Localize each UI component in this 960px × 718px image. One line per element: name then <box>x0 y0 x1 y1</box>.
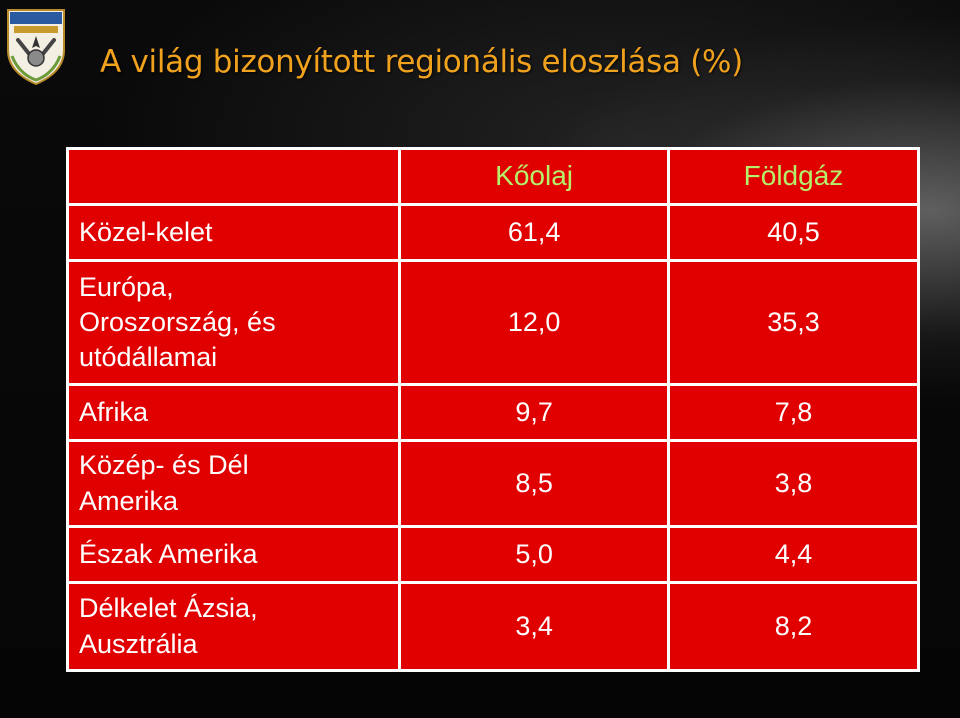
oil-value: 8,5 <box>398 439 670 528</box>
table-row: Közép- és Dél Amerika 8,5 3,8 <box>65 439 921 528</box>
gas-value: 35,3 <box>666 259 921 386</box>
page-title: A világ bizonyított regionális eloszlása… <box>100 44 743 80</box>
table-row: Európa, Oroszország, és utódállamai 12,0… <box>65 259 921 386</box>
region-cell: Afrika <box>65 383 402 442</box>
oil-value: 61,4 <box>398 203 670 262</box>
header-gas: Földgáz <box>666 147 921 206</box>
table-row: Afrika 9,7 7,8 <box>65 383 921 442</box>
header-oil: Kőolaj <box>398 147 670 206</box>
gas-value: 4,4 <box>666 525 921 584</box>
table-row: Délkelet Ázsia, Ausztrália 3,4 8,2 <box>65 581 921 672</box>
oil-value: 12,0 <box>398 259 670 386</box>
gas-value: 7,8 <box>666 383 921 442</box>
oil-value: 5,0 <box>398 525 670 584</box>
gas-value: 8,2 <box>666 581 921 672</box>
union-shield-logo <box>7 9 65 86</box>
oil-value: 9,7 <box>398 383 670 442</box>
region-cell: Európa, Oroszország, és utódállamai <box>65 259 402 386</box>
region-cell: Közel-kelet <box>65 203 402 262</box>
region-cell: Észak Amerika <box>65 525 402 584</box>
header-empty-cell <box>65 147 402 206</box>
table-row: Észak Amerika 5,0 4,4 <box>65 525 921 584</box>
gas-value: 3,8 <box>666 439 921 528</box>
table-header-row: Kőolaj Földgáz <box>65 147 921 206</box>
table-row: Közel-kelet 61,4 40,5 <box>65 203 921 262</box>
gas-value: 40,5 <box>666 203 921 262</box>
reserves-table: Kőolaj Földgáz Közel-kelet 61,4 40,5 Eur… <box>65 147 921 672</box>
region-cell: Közép- és Dél Amerika <box>65 439 402 528</box>
region-cell: Délkelet Ázsia, Ausztrália <box>65 581 402 672</box>
oil-value: 3,4 <box>398 581 670 672</box>
